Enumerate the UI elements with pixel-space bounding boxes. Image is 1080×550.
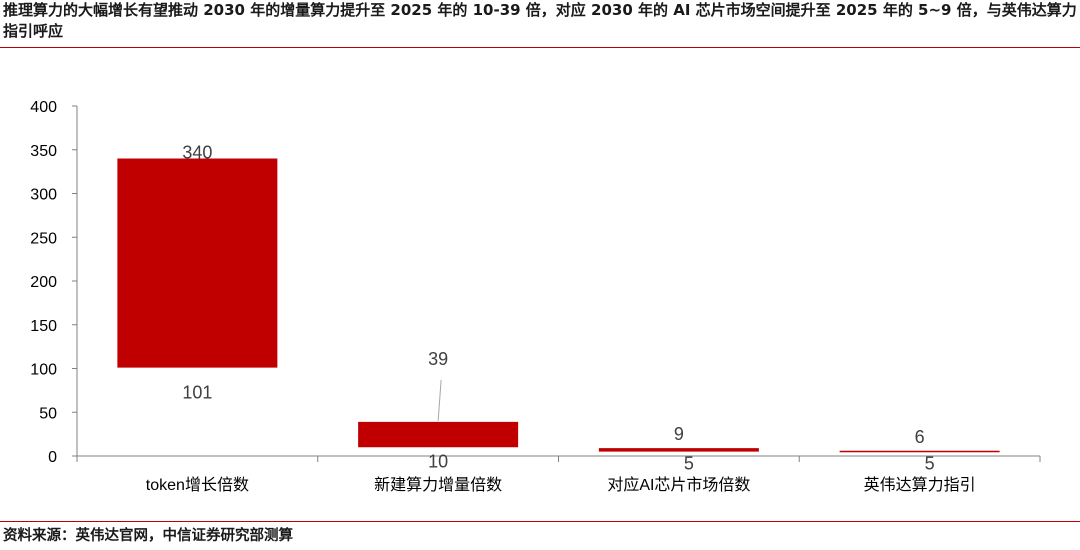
x-category-label: 新建算力增量倍数: [374, 475, 502, 494]
data-label-low: 5: [925, 454, 935, 474]
data-label-high: 6: [915, 427, 925, 447]
x-category-label: 对应AI芯片市场倍数: [607, 475, 750, 494]
range-bar: [117, 158, 278, 368]
y-tick-label: 250: [30, 230, 57, 247]
y-tick-label: 150: [30, 318, 57, 335]
y-tick-label: 350: [30, 143, 57, 160]
x-category-label: token增长倍数: [146, 476, 249, 494]
x-axis: token增长倍数 新建算力增量倍数 对应AI芯片市场倍数 英伟达算力指引: [76, 455, 1041, 494]
source-note: 资料来源：英伟达官网，中信证券研究部测算: [3, 528, 293, 544]
bottom-divider: [0, 521, 1080, 522]
y-tick-label: 0: [48, 449, 57, 466]
top-divider: [0, 47, 1080, 48]
y-tick-label: 100: [30, 362, 57, 379]
data-label-high: 9: [674, 424, 684, 444]
data-label-low: 5: [684, 454, 694, 474]
y-tick-label: 50: [39, 405, 57, 422]
y-axis: 0 50 100 150 200 250 300 350 400: [30, 99, 78, 466]
data-label-low: 10: [428, 451, 448, 471]
y-tick-label: 300: [30, 187, 57, 204]
range-bar: [839, 450, 1000, 453]
floating-bar-chart: 0 50 100 150 200 250 300 350 400 token增长倍数 新建算力增量…: [30, 99, 1041, 494]
range-bar: [358, 421, 519, 448]
leader-lines-group: [437, 379, 442, 421]
data-label-high: 340: [182, 143, 212, 163]
bars-group: [117, 158, 1000, 453]
data-label-high: 39: [428, 349, 448, 369]
y-tick-label: 400: [30, 99, 57, 116]
range-bar: [598, 448, 759, 452]
x-category-label: 英伟达算力指引: [864, 475, 976, 494]
data-label-low: 101: [182, 383, 212, 403]
leader-line: [437, 379, 442, 421]
y-tick-label: 200: [30, 274, 57, 291]
chart-header-title: 推理算力的大幅增长有望推动 2030 年的增量算力提升至 2025 年的 10-…: [3, 1, 1077, 40]
